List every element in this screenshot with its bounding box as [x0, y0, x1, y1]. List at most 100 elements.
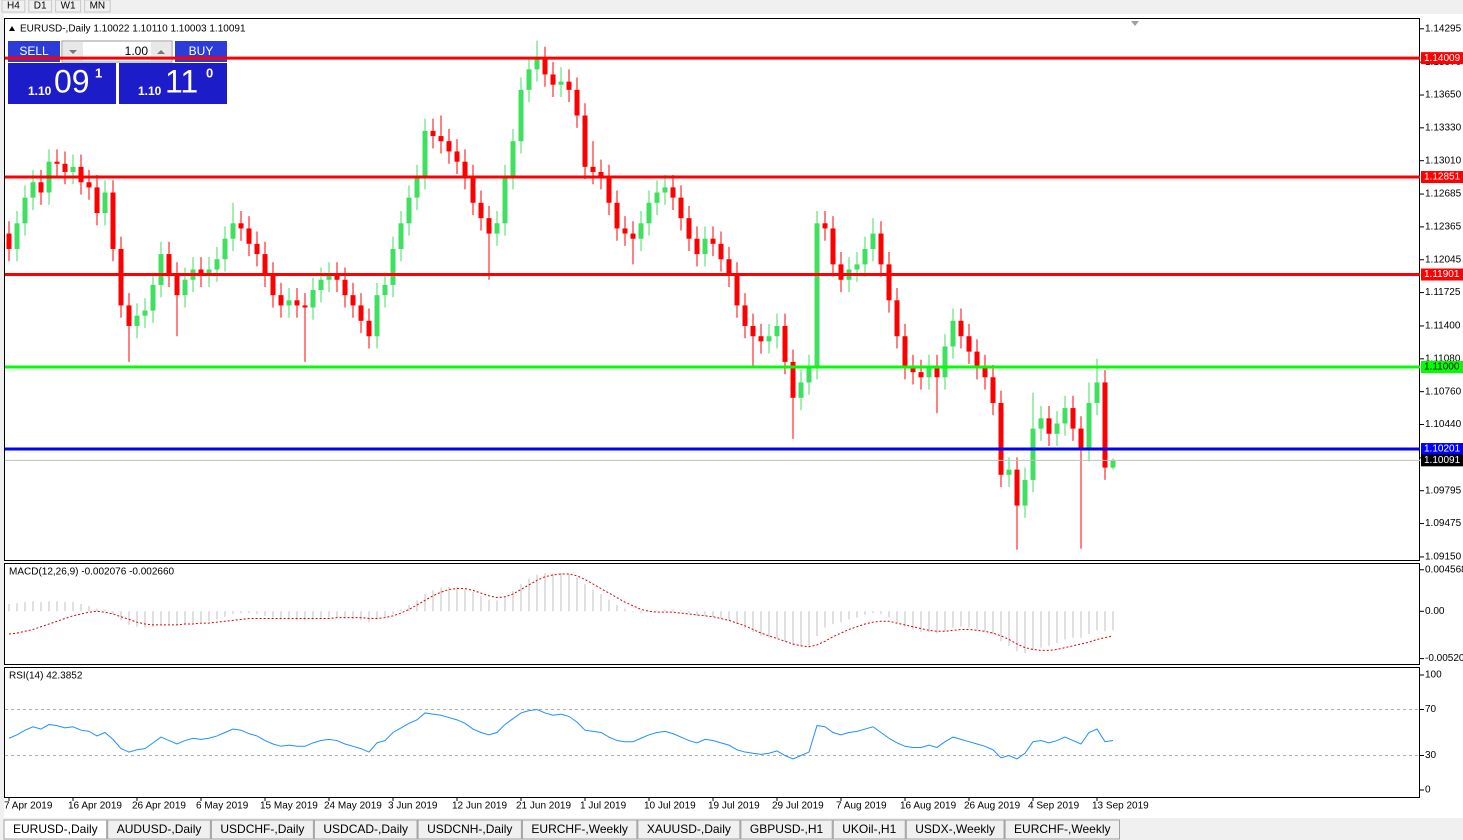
y-tick-label: 1.14295 [1425, 23, 1462, 34]
rsi-label: RSI(14) 42.3852 [9, 671, 83, 682]
candle-body [222, 238, 228, 260]
price-panel [4, 18, 1420, 561]
chart-tab[interactable] [313, 819, 418, 840]
chart-tab-label: USDX-,Weekly [915, 822, 995, 836]
candle-body [166, 254, 172, 275]
candle-body [646, 202, 652, 224]
candle-body [598, 171, 604, 178]
chart-tab[interactable] [107, 819, 211, 840]
rsi-line [8, 708, 1114, 760]
candle-body [230, 223, 236, 239]
y-tick-label: 1.09150 [1425, 552, 1462, 563]
candle-body [414, 177, 420, 198]
y-tick-label: 100 [1425, 670, 1442, 681]
chart-tab-label: UKOil-,H1 [842, 822, 896, 836]
candle-body [14, 223, 20, 249]
price-prefix: 1.10 [138, 84, 162, 98]
buy-price-box[interactable] [119, 63, 227, 104]
candle-body [134, 315, 140, 326]
candle-body [1030, 428, 1036, 480]
candle-body [1094, 382, 1100, 403]
chart-tab[interactable] [521, 819, 638, 840]
chart-tab[interactable] [905, 819, 1005, 840]
candle-body [590, 166, 596, 172]
candle-body [38, 182, 44, 193]
price-tag [1421, 361, 1463, 374]
collapse-arrow[interactable] [9, 26, 15, 31]
candle-body [1038, 418, 1044, 429]
x-tick-label: 16 Aug 2019 [900, 801, 957, 812]
candle-body [694, 238, 700, 255]
price-tag-label: 1.14009 [1424, 53, 1461, 64]
chart-tab[interactable] [832, 819, 906, 840]
candle-body [814, 223, 820, 368]
candle-body [502, 177, 508, 224]
price-big: 09 [54, 63, 90, 99]
candle-body [894, 300, 900, 337]
candle-body [174, 274, 180, 296]
price-big: 11 [165, 63, 198, 99]
candle-body [574, 89, 580, 116]
candle-body [870, 233, 876, 249]
candle-body [246, 228, 252, 244]
timeframe-button[interactable] [28, 0, 53, 13]
chart-tab[interactable] [637, 819, 741, 840]
x-tick-label: 7 Aug 2019 [836, 801, 887, 812]
candle-body [942, 346, 948, 378]
candle-body [486, 218, 492, 234]
candle-body [94, 187, 100, 214]
candle-body [854, 264, 860, 270]
chart-tab[interactable] [417, 819, 522, 840]
chart-tab-label: GBPUSD-,H1 [750, 822, 824, 836]
chart-tab-label: USDCAD-,Daily [323, 822, 408, 836]
candle-body [686, 218, 692, 239]
price-small: 0 [206, 65, 213, 80]
candle-body [1046, 418, 1052, 434]
candle-body [438, 136, 444, 142]
chart-tab[interactable] [210, 819, 314, 840]
chart-tab[interactable] [1004, 819, 1120, 840]
y-tick-label: 1.13650 [1425, 90, 1462, 101]
candle-body [78, 166, 84, 183]
x-tick-label: 21 Jun 2019 [516, 801, 571, 812]
price-tag-label: 1.12851 [1424, 172, 1461, 183]
candle-body [526, 69, 532, 90]
x-tick-label: 12 Jun 2019 [452, 801, 507, 812]
candle-body [766, 336, 772, 342]
candle-body [278, 295, 284, 306]
candle-body [406, 197, 412, 224]
candle-body [830, 228, 836, 265]
candle-body [198, 269, 204, 275]
chart-tab[interactable] [740, 819, 833, 840]
sell-label: SELL [19, 44, 49, 58]
candle-body [998, 402, 1004, 475]
price-prefix: 1.10 [28, 84, 52, 98]
candle-body [150, 284, 156, 311]
candle-body [822, 223, 828, 229]
price-tag-label: 1.10201 [1424, 444, 1461, 455]
y-tick-label: 1.09475 [1425, 518, 1462, 529]
x-tick-label: 10 Jul 2019 [644, 801, 696, 812]
price-tag [1421, 171, 1463, 184]
candle-body [654, 192, 660, 203]
candle-body [286, 300, 292, 306]
y-tick-label: 0 [1425, 785, 1431, 796]
y-tick-label: 70 [1425, 704, 1437, 715]
chart-tab[interactable] [3, 819, 108, 840]
sell-price-box[interactable] [8, 63, 116, 104]
y-tick-label: 1.10760 [1425, 386, 1462, 397]
timeframe-button[interactable] [55, 0, 82, 13]
macd-panel [4, 563, 1420, 665]
candle-body [1022, 479, 1028, 506]
candle-body [206, 269, 212, 275]
timeframe-button[interactable] [1, 0, 26, 13]
candle-body [374, 295, 380, 337]
y-tick-label: 1.13010 [1425, 155, 1462, 166]
candle-body [990, 377, 996, 403]
candle-body [926, 367, 932, 378]
candle-body [1110, 460, 1116, 468]
candle-body [806, 367, 812, 383]
timeframe-button[interactable] [84, 0, 111, 13]
candle-body [862, 248, 868, 265]
candle-body [734, 274, 740, 306]
